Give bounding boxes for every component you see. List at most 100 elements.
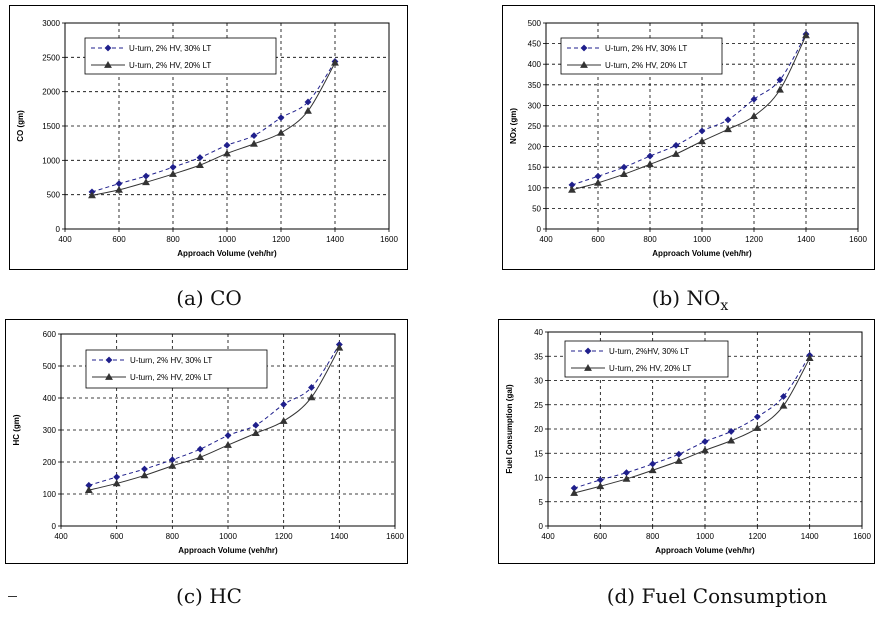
x-tick-label: 800 [646,532,660,541]
legend-marker-2 [584,363,592,371]
y-tick-label: 0 [537,225,542,234]
x-axis-label: Approach Volume (veh/hr) [177,249,277,258]
y-tick-label: 35 [534,352,543,361]
x-tick-label: 600 [110,532,124,541]
x-tick-label: 400 [539,235,553,244]
y-tick-label: 20 [534,425,543,434]
y-tick-label: 350 [528,81,542,90]
data-point-series-2 [672,150,680,157]
x-tick-label: 1000 [218,235,236,244]
data-point-series-2 [594,178,602,186]
y-tick-label: 2000 [42,88,60,97]
x-tick-label: 600 [591,235,605,244]
legend-label-2: U-turn, 2% HV, 20% LT [129,61,211,70]
data-point-series-1 [753,413,761,421]
legend-label-1: U-turn, 2% HV, 30% LT [129,44,211,53]
y-tick-label: 50 [532,204,541,213]
data-point-series-2 [304,106,312,114]
caption-nox-subscript: x [720,298,729,314]
legend-marker-2 [105,372,113,380]
x-axis-label: Approach Volume (veh/hr) [652,249,752,258]
x-tick-label: 1400 [326,235,344,244]
co-chart-panel: 0 500 1000 1500 2000 2500 3000 400 600 800 1000 120… [9,5,408,270]
y-tick-label: 200 [43,458,57,467]
y-tick-label: 1500 [42,122,60,131]
y-tick-label: 25 [534,401,543,410]
data-point-series-2 [168,461,177,469]
y-tick-label: 40 [534,328,543,337]
x-tick-label: 1200 [272,235,290,244]
legend-label-2: U-turn, 2% HV, 20% LT [609,364,691,373]
x-tick-label: 800 [643,235,657,244]
stray-dash-mark [8,596,17,597]
fuel-chart-panel: 0 5 10 15 20 25 30 35 40 400 600 800 1000 1200 1400 160… [498,319,875,564]
data-point-series-2 [701,446,709,454]
data-point-series-1 [280,400,288,408]
data-point-series-2 [596,482,605,490]
x-tick-label: 1400 [797,235,815,244]
y-axis-label: CO (gm) [16,110,25,142]
x-tick-label: 400 [54,532,68,541]
data-point-series-2 [570,489,579,496]
data-point-series-2 [620,170,628,178]
x-tick-label: 600 [594,532,608,541]
data-point-series-2 [331,58,339,66]
data-point-series-2 [251,429,260,437]
data-point-series-1 [701,438,709,446]
y-tick-label: 10 [534,474,543,483]
data-point-series-2 [279,417,288,424]
y-tick-label: 600 [43,330,57,339]
y-tick-label: 500 [43,362,57,371]
data-point-series-2 [802,31,810,39]
data-point-series-1 [672,141,680,149]
y-tick-label: 400 [43,394,57,403]
series-line-1 [571,33,807,186]
y-tick-label: 300 [43,426,57,435]
data-point-series-2 [115,185,123,193]
data-point-series-2 [277,128,285,136]
data-point-series-2 [112,479,121,487]
y-axis-label: Fuel Consumption (gal) [505,384,514,474]
x-tick-label: 1600 [380,235,398,244]
data-point-series-2 [805,354,814,362]
legend-box [564,340,729,378]
caption-hc: (c) HC [176,584,242,608]
x-tick-label: 1600 [386,532,404,541]
co-chart: 0 500 1000 1500 2000 2500 3000 400 600 800 1000 120… [16,19,398,258]
data-point-series-1 [780,393,787,400]
y-tick-label: 5 [539,498,544,507]
y-axis-label: NOx (gm) [509,108,518,144]
data-point-series-2 [753,424,762,431]
y-tick-label: 500 [47,191,61,200]
y-tick-label: 0 [52,522,57,531]
y-tick-label: 250 [528,122,542,131]
data-point-series-2 [622,474,631,482]
x-axis-label: Approach Volume (veh/hr) [655,546,755,555]
legend-marker-1 [580,44,588,52]
x-tick-label: 800 [166,532,180,541]
legend-marker-2 [580,60,588,68]
data-point-series-2 [750,112,758,119]
data-point-series-2 [140,471,149,479]
data-point-series-1 [750,95,758,103]
x-tick-label: 1200 [275,532,293,541]
y-tick-label: 0 [56,225,61,234]
y-tick-label: 400 [528,60,542,69]
data-point-series-2 [724,125,732,133]
data-point-series-1 [308,384,315,391]
y-tick-label: 450 [528,40,542,49]
legend-label-1: U-turn, 2%HV, 30% LT [609,347,689,356]
data-point-series-2 [776,85,784,93]
legend-box [84,37,277,75]
data-point-series-2 [223,149,231,157]
data-point-series-1 [223,141,231,149]
data-point-series-2 [646,160,654,168]
x-tick-label: 400 [541,532,555,541]
data-point-series-2 [142,178,150,186]
legend-label-1: U-turn, 2% HV, 30% LT [605,44,687,53]
x-tick-label: 1600 [849,235,867,244]
y-tick-label: 30 [534,377,543,386]
x-axis-label: Approach Volume (veh/hr) [178,546,278,555]
data-point-series-2 [224,441,232,448]
data-point-series-1 [196,154,204,162]
